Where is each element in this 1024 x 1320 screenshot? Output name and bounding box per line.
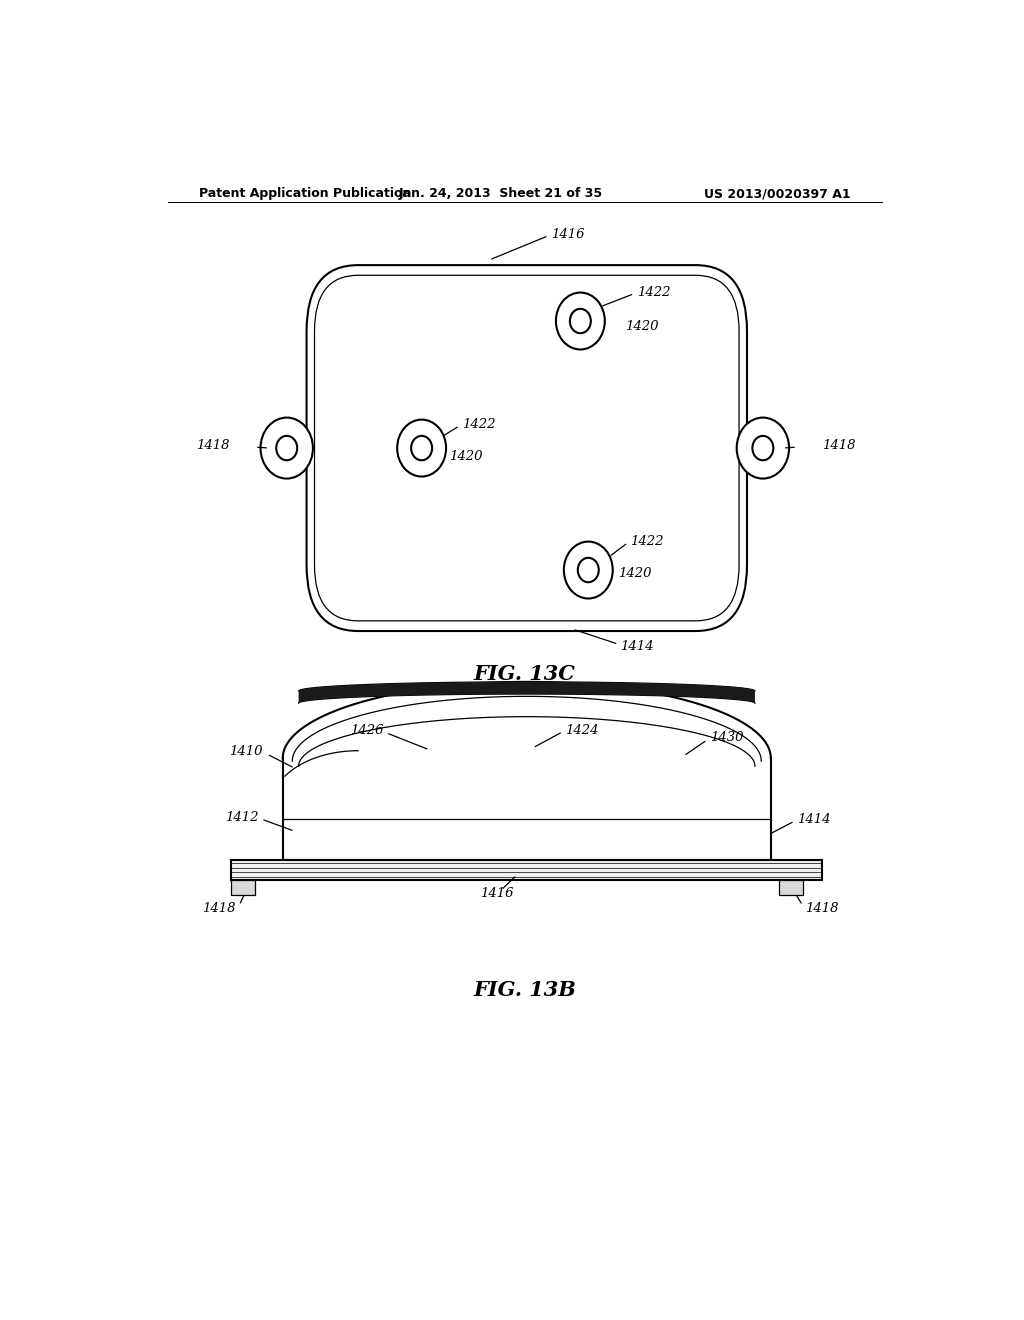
Ellipse shape: [564, 541, 612, 598]
Ellipse shape: [753, 436, 773, 461]
Text: 1420: 1420: [450, 450, 483, 463]
Text: 1410: 1410: [229, 746, 263, 759]
Text: 1414: 1414: [620, 640, 653, 653]
Polygon shape: [231, 859, 822, 880]
Text: 1426: 1426: [350, 725, 384, 737]
Text: 1418: 1418: [822, 438, 856, 451]
Text: 1422: 1422: [637, 286, 670, 300]
Text: 1416: 1416: [480, 887, 514, 900]
Ellipse shape: [578, 558, 599, 582]
Text: FIG. 13B: FIG. 13B: [473, 979, 577, 999]
Text: 1418: 1418: [805, 902, 839, 915]
Text: 1414: 1414: [797, 813, 830, 825]
FancyBboxPatch shape: [306, 265, 748, 631]
Text: 1430: 1430: [710, 731, 743, 744]
Text: 1420: 1420: [617, 566, 651, 579]
Text: 1422: 1422: [462, 418, 496, 432]
Polygon shape: [778, 880, 803, 895]
Polygon shape: [231, 880, 255, 895]
Text: US 2013/0020397 A1: US 2013/0020397 A1: [703, 187, 850, 201]
Ellipse shape: [276, 436, 297, 461]
Text: Patent Application Publication: Patent Application Publication: [200, 187, 412, 201]
Text: FIG. 13C: FIG. 13C: [474, 664, 575, 684]
Ellipse shape: [570, 309, 591, 333]
Polygon shape: [299, 682, 755, 704]
Text: 1418: 1418: [196, 438, 229, 451]
Text: 1416: 1416: [551, 228, 585, 242]
Text: 1420: 1420: [625, 319, 658, 333]
Ellipse shape: [556, 293, 605, 350]
Text: Jan. 24, 2013  Sheet 21 of 35: Jan. 24, 2013 Sheet 21 of 35: [399, 187, 603, 201]
Ellipse shape: [260, 417, 313, 479]
Ellipse shape: [397, 420, 446, 477]
Text: 1422: 1422: [631, 535, 664, 548]
Text: 1412: 1412: [225, 810, 259, 824]
Ellipse shape: [736, 417, 790, 479]
Text: 1424: 1424: [565, 725, 599, 737]
Text: 1418: 1418: [203, 902, 236, 915]
Ellipse shape: [412, 436, 432, 461]
